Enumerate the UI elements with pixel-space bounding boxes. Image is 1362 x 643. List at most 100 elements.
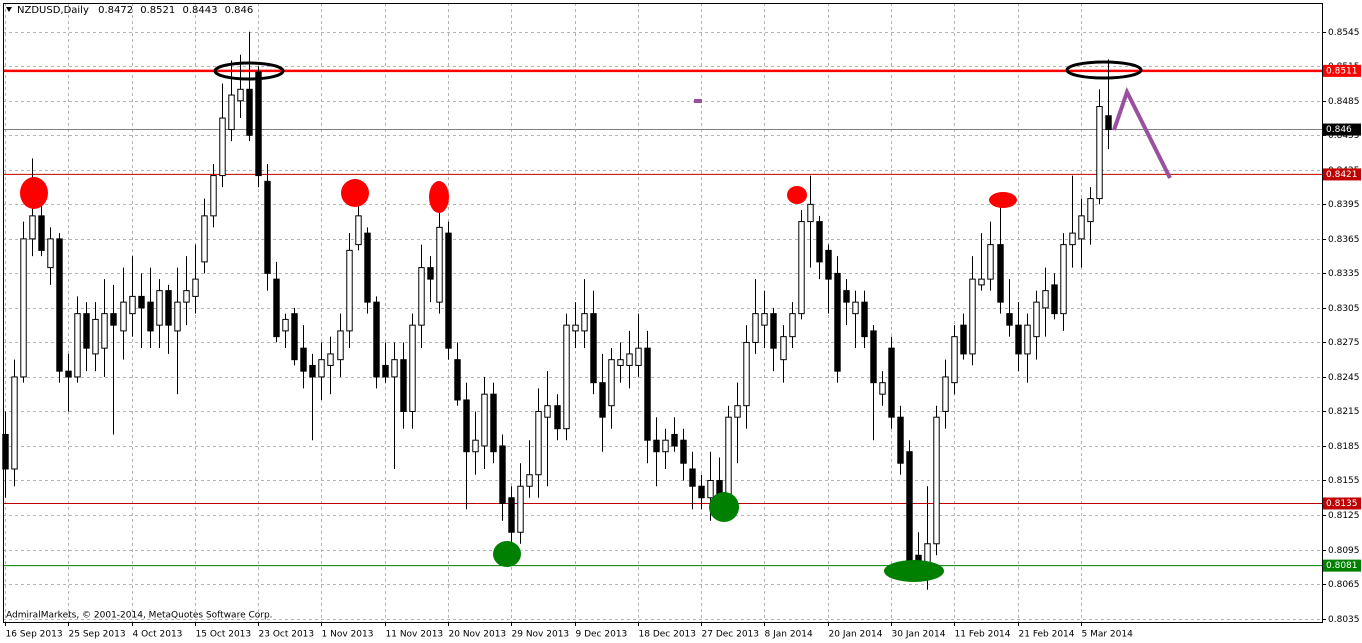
candle-body [318,359,325,378]
candle-body [698,485,705,499]
candle-body [327,353,334,366]
candle-body [20,238,27,378]
level-tag-label: 0.8421 [1326,170,1358,180]
candle-body [789,313,796,338]
candles-layer [2,31,1112,590]
candle-body [38,215,45,251]
candle-body [834,272,841,372]
x-tick-label: 20 Nov 2013 [449,630,507,640]
candle-body [201,215,208,263]
candle-body [852,301,859,315]
candle-body [761,313,768,326]
candle-body [2,433,9,470]
x-tick-label: 11 Feb 2014 [955,630,1011,640]
candle-body [174,301,181,332]
candle-body [1078,215,1085,240]
resistance-marker [989,192,1017,208]
candle-body [1024,324,1031,355]
candle-body [807,203,814,223]
x-tick-label: 9 Dec 2013 [576,630,628,640]
candle-body [11,376,18,470]
candle-body [499,445,506,504]
candle-body [436,226,443,303]
candle-body [825,249,832,280]
candle-body [1096,106,1103,200]
candle-body [83,313,90,349]
candle-body [165,290,172,326]
candle-body [237,88,244,102]
y-tick-label: 0.8395 [1328,200,1360,210]
candle-body [246,88,253,136]
candle-body [960,324,967,355]
candle-body [192,278,199,297]
candle-body [897,416,904,464]
chart-header: NZDUSD,Daily 0.8472 0.8521 0.8443 0.846 [17,5,253,16]
candle-body [798,221,805,315]
candle-body [517,485,524,533]
resistance-marker [20,177,48,209]
candle-body [1069,232,1076,246]
level-tag-box [1323,497,1361,510]
candle-body [273,278,280,338]
candle-body [680,439,687,464]
level-tag-box [1323,559,1361,572]
candle-body [65,370,72,378]
candle-body [951,336,958,384]
candle-body [309,364,316,378]
candle-body [210,175,217,217]
candle-body [454,359,461,401]
candle-body [490,393,497,453]
candle-body [1060,244,1067,315]
candle-body [707,479,714,499]
current-price-tag-box [1323,123,1361,136]
axis-layer: 0.85450.85150.84850.84550.84250.83950.83… [5,28,1361,640]
candle-body [535,410,542,476]
candle-body [29,215,36,240]
candle-body [138,295,145,309]
candle-body [47,238,54,269]
candle-body [92,318,99,355]
candle-body [56,238,63,372]
y-tick-label: 0.8365 [1328,235,1360,245]
x-tick-label: 5 Mar 2014 [1082,630,1134,640]
candle-body [752,313,759,343]
candle-body [427,267,434,280]
candle-body [978,278,985,286]
candle-body [264,180,271,274]
candle-body [743,341,750,407]
level-tag-label: 0.8511 [1326,66,1358,76]
candle-body [942,376,949,412]
candle-body [1042,290,1049,309]
chart-title: NZDUSD,Daily [17,5,89,16]
header-close: 0.846 [225,5,254,16]
candle-body [906,451,913,562]
candle-body [671,433,678,447]
candle-body [780,336,787,361]
watermark: AdmiralMarkets, © 2001-2014, MetaQuotes … [6,611,273,621]
y-tick-label: 0.8305 [1328,304,1360,314]
candle-body [563,324,570,430]
candle-body [599,382,606,418]
y-tick-label: 0.8245 [1328,373,1360,383]
candle-body [997,244,1004,303]
candle-body [689,468,696,487]
x-tick-label: 11 Nov 2013 [386,630,444,640]
y-tick-label: 0.8215 [1328,407,1360,417]
candle-body [644,347,651,441]
candle-body [1087,198,1094,223]
candle-body [1105,115,1112,131]
candle-body [1006,313,1013,326]
y-tick-label: 0.8185 [1328,442,1360,452]
candle-body [481,393,488,447]
y-tick-label: 0.8275 [1328,338,1360,348]
x-tick-label: 30 Jan 2014 [892,630,946,640]
candle-body [554,405,561,430]
x-tick-label: 8 Jan 2014 [765,630,813,640]
candle-body [110,313,117,326]
header-low: 0.8443 [182,5,217,16]
candle-body [463,399,470,453]
y-tick-label: 0.8125 [1328,511,1360,521]
candle-body [391,359,398,378]
